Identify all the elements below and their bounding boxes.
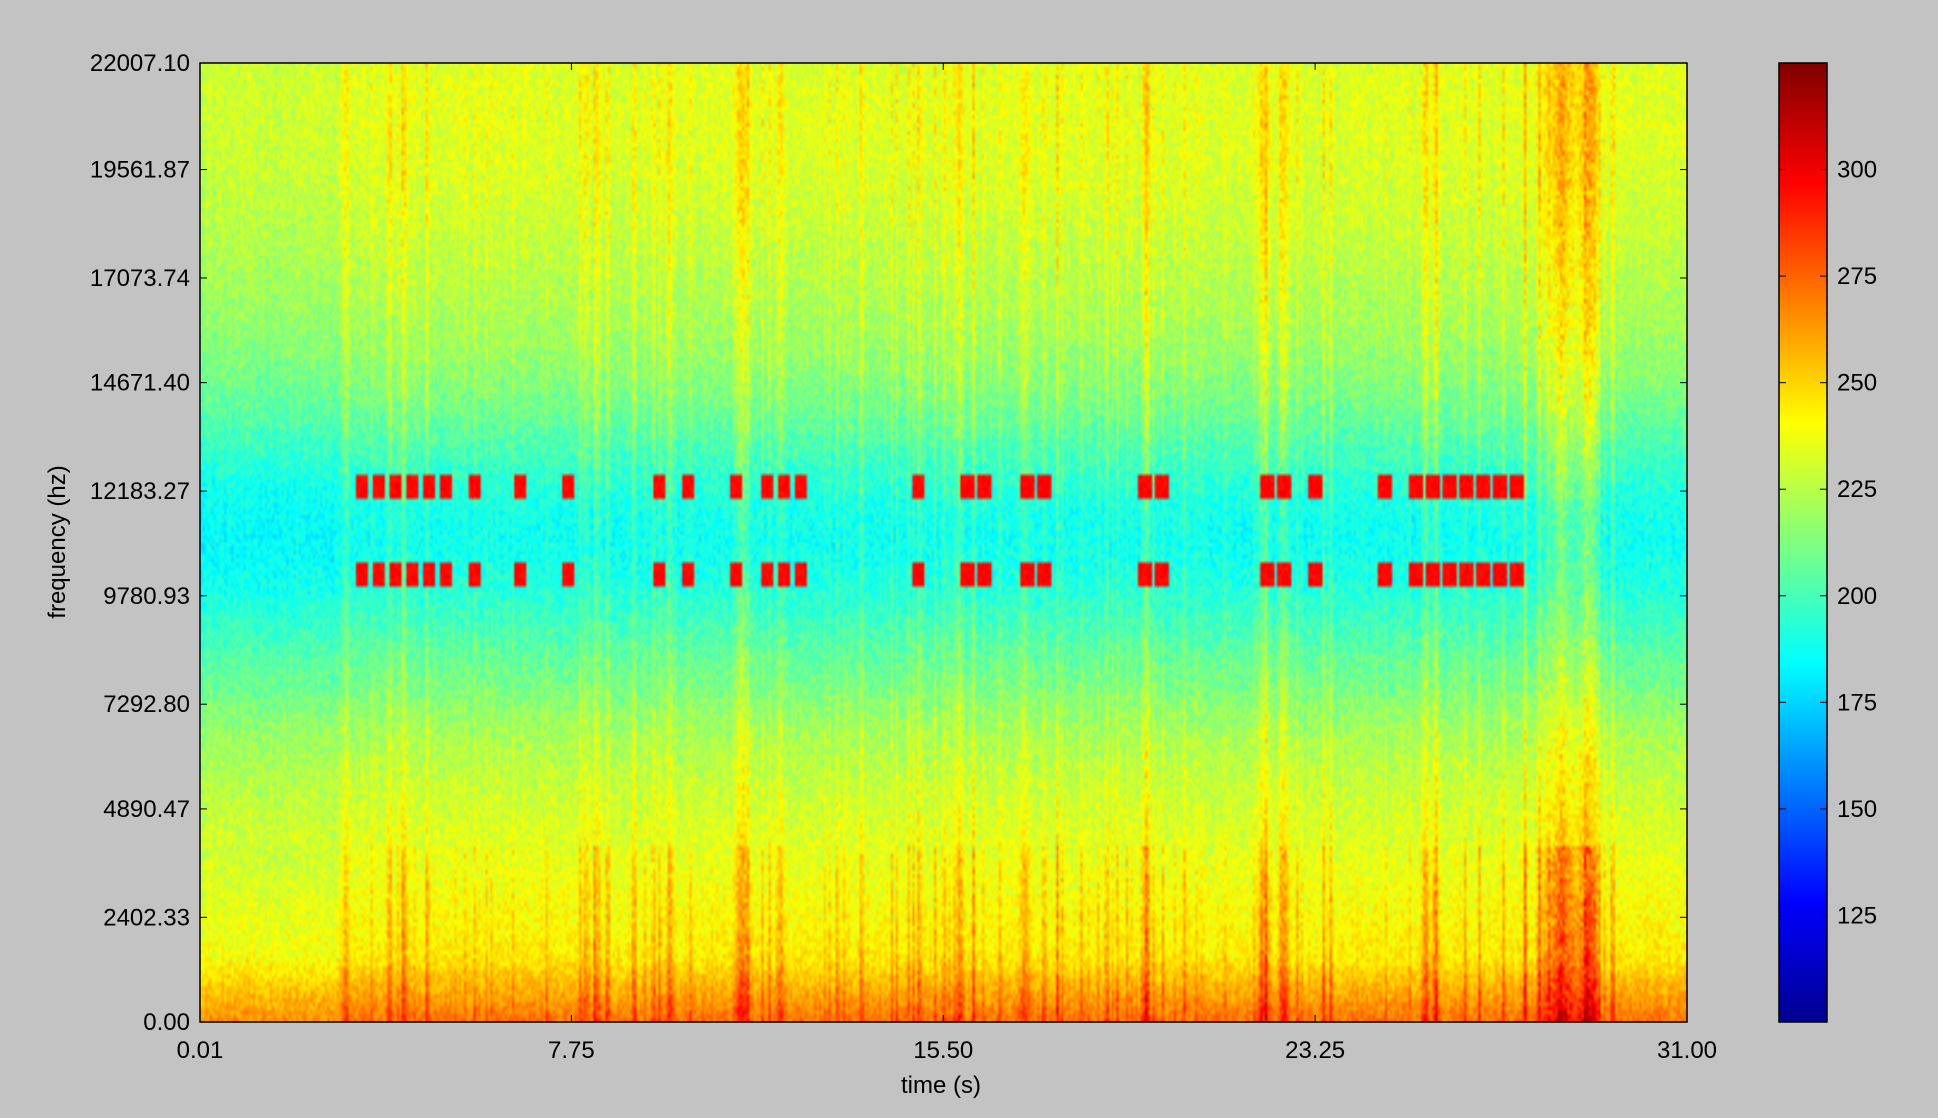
y-tick-label: 2402.33 [103,904,190,931]
y-tick-label: 17073.74 [90,265,190,292]
y-tick-label: 0.00 [143,1009,190,1036]
y-tick-label: 14671.40 [90,370,190,397]
x-tick-label: 7.75 [548,1037,595,1064]
colorbar-ticks: 125 150 175 200 225 250 275 300 [1779,157,1877,929]
x-tick-label: 31.00 [1657,1037,1717,1064]
x-axis-label: time (s) [901,1072,981,1099]
x-tick-label: 0.01 [177,1037,224,1064]
y-axis-label: frequency (hz) [44,465,71,618]
y-tick-label: 22007.10 [90,50,190,77]
colorbar-tick-label: 175 [1837,689,1877,716]
colorbar-tick-label: 275 [1837,263,1877,290]
colorbar: 125 150 175 200 225 250 275 300 [1778,62,1877,1023]
y-tick-label: 4890.47 [103,796,190,823]
colorbar-tick-label: 250 [1837,370,1877,397]
y-tick-label: 12183.27 [90,478,190,505]
spectrogram-plot: 0.01 7.75 15.50 23.25 31.00 0.00 2402.33 4890.… [44,50,1717,1099]
y-tick-label: 9780.93 [103,583,190,610]
colorbar-tick-label: 200 [1837,583,1877,610]
colorbar-tick-label: 225 [1837,476,1877,503]
colorbar-gradient [1778,62,1828,1023]
colorbar-tick-label: 125 [1837,902,1877,929]
x-tick-label: 15.50 [913,1037,973,1064]
colorbar-tick-label: 150 [1837,796,1877,823]
colorbar-tick-label: 300 [1837,157,1877,184]
y-tick-label: 19561.87 [90,157,190,184]
y-axis-ticks: 0.00 2402.33 4890.47 7292.80 9780.93 12183.27… [90,50,1687,1036]
spectrogram-canvas [200,63,1687,1022]
x-axis-ticks: 0.01 7.75 15.50 23.25 31.00 [177,63,1717,1064]
y-tick-label: 7292.80 [103,691,190,718]
x-tick-label: 23.25 [1285,1037,1345,1064]
